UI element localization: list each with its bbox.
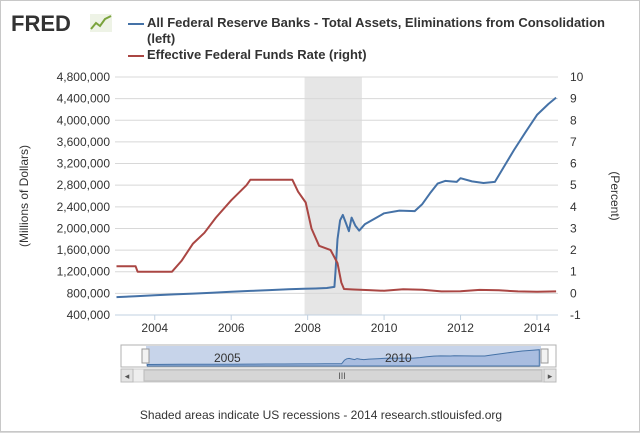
left-tick-label: 4,800,000 — [57, 70, 111, 84]
left-tick-label: 3,200,000 — [57, 157, 111, 171]
scrollbar-grip-icon: III — [338, 371, 346, 381]
series-line-fed-funds-rate[interactable] — [116, 178, 557, 293]
recession-shade — [304, 77, 362, 315]
left-tick-label: 2,400,000 — [57, 200, 111, 214]
navigator-series-area — [146, 349, 540, 367]
x-tick-label: 2014 — [524, 321, 551, 335]
scroll-right-arrow-icon: ▸ — [548, 371, 553, 381]
fred-logo[interactable]: FRED — [11, 11, 71, 36]
left-tick-label: 4,400,000 — [57, 92, 111, 106]
legend-label-total-assets-suffix: (left) — [147, 31, 176, 46]
legend-label-total-assets-text: All Federal Reserve Banks - Total Assets… — [147, 15, 605, 30]
legend-swatch-fed-funds — [128, 55, 144, 57]
right-tick-label: 5 — [570, 178, 577, 192]
right-tick-label: 3 — [570, 221, 577, 235]
right-axis-title: (Percent) — [608, 171, 622, 220]
right-tick-label: 2 — [570, 243, 577, 257]
legend-label-fed-funds[interactable]: Effective Federal Funds Rate (right) — [147, 47, 367, 62]
plot-area: 400,000 800,000 1,200,000 1,600,000 2,000,00… — [17, 70, 622, 335]
right-tick-label: 7 — [570, 135, 577, 149]
left-tick-label: 1,200,000 — [57, 265, 111, 279]
navigator-label-2005: 2005 — [214, 351, 241, 365]
fred-chart-icon — [90, 14, 112, 32]
scroll-right-button[interactable] — [543, 368, 557, 383]
navigator-left-handle[interactable] — [141, 348, 150, 364]
right-tick-label: 8 — [570, 113, 577, 127]
x-tick-label: 2004 — [141, 321, 168, 335]
right-tick-label: 4 — [570, 200, 577, 214]
left-tick-label: 800,000 — [67, 286, 111, 300]
left-tick-label: 400,000 — [67, 308, 111, 322]
x-tick-label: 2012 — [447, 321, 474, 335]
series-line-total-assets[interactable] — [116, 96, 557, 299]
footer-note: Shaded areas indicate US recessions - 20… — [139, 408, 503, 422]
x-tick-label: 2008 — [294, 321, 321, 335]
right-tick-label: 10 — [570, 70, 584, 84]
left-axis-title: (Millions of Dollars) — [17, 145, 31, 247]
left-tick-label: 1,600,000 — [57, 243, 111, 257]
scroll-left-arrow-icon: ◂ — [125, 371, 130, 381]
left-tick-label: 2,800,000 — [57, 178, 111, 192]
navigator-label-2010: 2010 — [385, 351, 412, 365]
x-tick-label: 2006 — [218, 321, 245, 335]
legend-label-total-assets[interactable]: All Federal Reserve Banks - Total Assets… — [147, 15, 633, 47]
right-tick-label: 1 — [570, 265, 577, 279]
navigator-right-handle[interactable] — [540, 348, 549, 364]
right-tick-label: 9 — [570, 92, 577, 106]
left-tick-label: 3,600,000 — [57, 135, 111, 149]
legend-swatch-total-assets — [128, 23, 144, 25]
left-tick-label: 4,000,000 — [57, 113, 111, 127]
scroll-left-button[interactable] — [120, 368, 134, 383]
right-tick-label: 0 — [570, 286, 577, 300]
right-tick-label: -1 — [570, 308, 581, 322]
left-tick-label: 2,000,000 — [57, 221, 111, 235]
right-tick-label: 6 — [570, 157, 577, 171]
x-tick-label: 2010 — [371, 321, 398, 335]
scrollbar-thumb[interactable] — [143, 369, 543, 382]
